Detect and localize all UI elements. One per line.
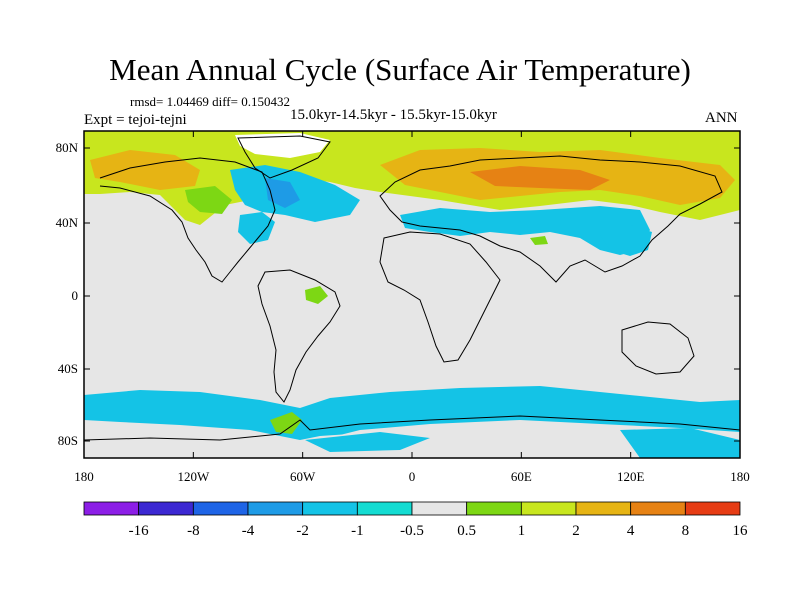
legend-label: -4 [242, 523, 255, 539]
experiment-label: Expt = tejoi-tejni [84, 112, 187, 128]
legend-label: 16 [733, 523, 749, 539]
legend-color-box [575, 501, 632, 516]
legend-label: 2 [572, 523, 580, 539]
ross-cool [620, 428, 740, 458]
axis-ticks: 80N 40N 0 40S 80S 180 120W 60W 0 60E 120E 180 [56, 131, 750, 484]
lon-tick-label: 0 [409, 469, 416, 484]
legend-label: 1 [518, 523, 526, 539]
greenland-patch [235, 133, 330, 158]
lat-tick-label: 0 [72, 288, 79, 303]
legend-label: 4 [627, 523, 635, 539]
coastline-north-america [99, 157, 276, 283]
legend-boxes [83, 501, 741, 516]
legend-color-box [684, 501, 741, 516]
legend-label: 8 [682, 523, 690, 539]
legend-labels: -16 -8 -4 -2 -1 -0.5 0.5 1 2 4 8 16 [129, 523, 748, 539]
legend-color-box [411, 501, 468, 516]
legend-color-box [192, 501, 249, 516]
legend-label: -1 [351, 523, 364, 539]
lon-tick-label: 60E [511, 469, 532, 484]
lon-tick-label: 180 [74, 469, 94, 484]
eurasia-cool-band [400, 206, 650, 255]
alaska-warm-core [90, 150, 200, 190]
amazon-green [305, 286, 328, 304]
india-green [530, 236, 548, 245]
lon-tick-label: 60W [290, 469, 316, 484]
map-title: Mean Annual Cycle (Surface Air Temperatu… [109, 52, 691, 87]
legend-label: -0.5 [400, 523, 424, 539]
coastline-greenland [237, 135, 331, 179]
lon-tick-label: 180 [730, 469, 750, 484]
legend-color-box [247, 501, 304, 516]
coastline-australia [621, 321, 695, 375]
period-subtitle: 15.0kyr-14.5kyr - 15.5kyr-15.0kyr [290, 107, 497, 123]
coastline-antarctica [84, 415, 740, 441]
coastline-south-america [257, 269, 341, 403]
legend-label: -2 [296, 523, 309, 539]
lon-tick-label: 120W [177, 469, 210, 484]
lat-tick-label: 40N [56, 215, 79, 230]
antarctica-neutral [300, 420, 740, 458]
east-us-cool [238, 212, 275, 244]
legend-color-box [356, 501, 413, 516]
legend-color-box [302, 501, 358, 516]
lat-tick-label: 80S [58, 433, 78, 448]
legend-label: 0.5 [457, 523, 476, 539]
lat-tick-label: 40S [58, 361, 78, 376]
coastlines [84, 135, 740, 441]
china-cool [600, 225, 652, 256]
anomaly-fields [84, 131, 740, 458]
weddell-cool [305, 432, 430, 452]
coastline-europe-asia [379, 155, 723, 283]
canada-green [185, 186, 232, 214]
legend-label: -16 [129, 523, 149, 539]
legend-label: -8 [187, 523, 200, 539]
coastline-africa [379, 231, 501, 363]
legend-color-box [630, 501, 686, 516]
antarctic-peninsula-green [270, 412, 302, 434]
lon-tick-label: 120E [617, 469, 645, 484]
siberia-warm-core [470, 166, 610, 190]
lat-tick-label: 80N [56, 140, 79, 155]
legend-color-box [138, 501, 194, 516]
season-label: ANN [705, 110, 738, 126]
stats-text: rmsd= 1.04469 diff= 0.150432 [130, 94, 290, 109]
legend-color-box [520, 501, 577, 516]
legend-color-box [466, 501, 522, 516]
labrador-cool [265, 178, 300, 208]
legend-color-box [83, 501, 140, 516]
